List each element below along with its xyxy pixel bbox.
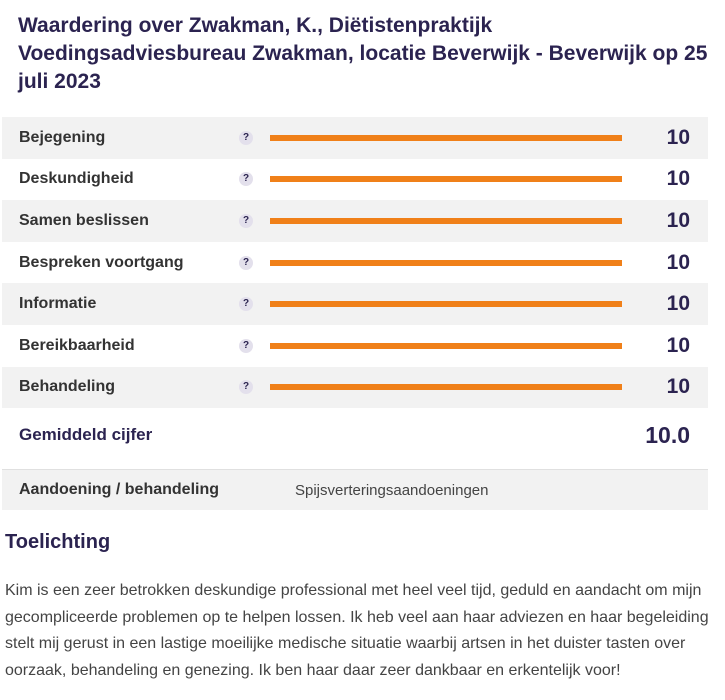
rating-score: 10 <box>666 333 690 357</box>
score-bar <box>270 384 622 391</box>
explanation-text: Kim is een zeer betrokken deskundige pro… <box>5 582 709 679</box>
rating-score: 10 <box>666 292 690 316</box>
help-icon[interactable]: ? <box>239 172 253 187</box>
rating-label: Behandeling <box>19 378 116 396</box>
help-icon[interactable]: ? <box>239 255 253 270</box>
score-bar-fill <box>270 134 622 141</box>
review-title: Waardering over Zwakman, K., Diëtistenpr… <box>18 14 708 93</box>
rating-row-bespreken-voortgang: Bespreken voortgang ? 10 <box>2 242 708 284</box>
average-label: Gemiddeld cijfer <box>19 425 153 445</box>
rating-score: 10 <box>666 208 690 232</box>
rating-score: 10 <box>666 375 690 399</box>
rating-label: Samen beslissen <box>19 211 149 229</box>
help-icon[interactable]: ? <box>239 297 253 312</box>
rating-label: Informatie <box>19 295 97 313</box>
score-bar-fill <box>270 301 622 308</box>
divider <box>2 469 708 470</box>
average-score: 10.0 <box>645 421 690 448</box>
rating-row-bereikbaarheid: Bereikbaarheid ? 10 <box>2 325 708 367</box>
rating-row-behandeling: Behandeling ? 10 <box>2 366 708 409</box>
score-bar <box>270 301 622 308</box>
rating-label: Bereikbaarheid <box>19 336 135 354</box>
help-icon[interactable]: ? <box>239 130 253 145</box>
average-row: Gemiddeld cijfer 10.0 <box>2 408 708 462</box>
rating-score: 10 <box>666 250 690 274</box>
score-bar <box>270 134 622 141</box>
rating-row-deskundigheid: Deskundigheid ? 10 <box>2 159 708 201</box>
score-bar-fill <box>270 259 622 266</box>
rating-label: Bespreken voortgang <box>19 253 184 271</box>
rating-label: Bejegening <box>19 128 106 146</box>
help-icon[interactable]: ? <box>239 380 253 395</box>
score-bar <box>270 259 622 266</box>
help-icon[interactable]: ? <box>239 338 253 353</box>
ratings-table: Bejegening ? 10 Deskundigheid ? 10 Samen… <box>2 117 708 462</box>
score-bar <box>270 176 622 183</box>
help-icon[interactable]: ? <box>239 213 253 228</box>
score-bar-fill <box>270 217 622 224</box>
rating-score: 10 <box>666 125 690 149</box>
explanation-heading: Toelichting <box>5 531 111 553</box>
rating-score: 10 <box>666 167 690 191</box>
condition-row: Aandoening / behandeling Spijsverterings… <box>2 470 708 510</box>
condition-value: Spijsverteringsaandoeningen <box>295 481 489 499</box>
condition-label: Aandoening / behandeling <box>19 481 219 498</box>
score-bar <box>270 217 622 224</box>
score-bar-fill <box>270 176 622 183</box>
score-bar-fill <box>270 384 622 391</box>
rating-row-informatie: Informatie ? 10 <box>2 283 708 325</box>
score-bar-fill <box>270 342 622 349</box>
rating-row-bejegening: Bejegening ? 10 <box>2 117 708 159</box>
rating-label: Deskundigheid <box>19 170 134 188</box>
rating-row-samen-beslissen: Samen beslissen ? 10 <box>2 200 708 242</box>
score-bar <box>270 342 622 349</box>
